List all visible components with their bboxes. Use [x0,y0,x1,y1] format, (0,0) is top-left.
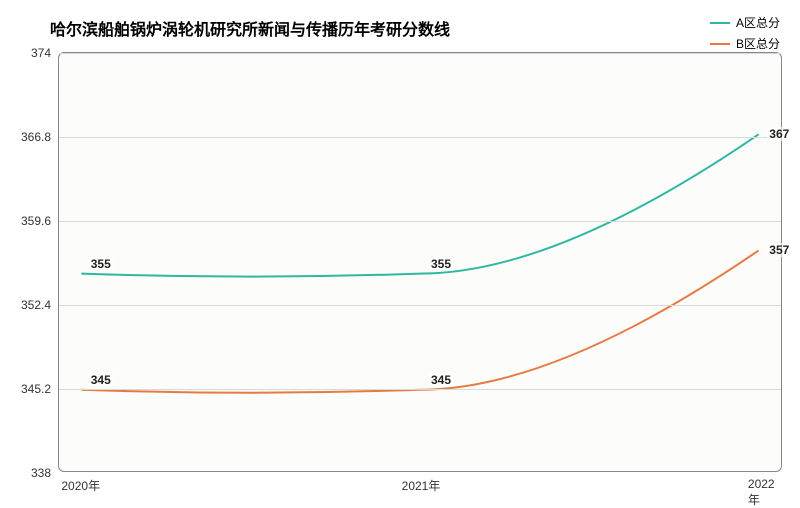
series-line [81,250,758,392]
y-tick-label: 352.4 [21,298,59,312]
gridline [59,221,781,222]
y-tick-label: 345.2 [21,382,59,396]
chart-lines [59,53,781,471]
legend-item: B区总分 [710,35,780,52]
data-label: 345 [89,373,113,387]
data-label: 345 [429,373,453,387]
gridline [59,305,781,306]
x-tick-label: 2020年 [61,471,100,494]
x-tick-label: 2021年 [402,471,441,494]
legend-swatch-b [710,43,730,45]
legend: A区总分 B区总分 [710,14,780,56]
y-tick-label: 359.6 [21,214,59,228]
y-tick-label: 338 [31,466,59,480]
x-tick-label: 2022年 [748,471,775,508]
data-label: 367 [767,127,791,141]
chart-container: 哈尔滨船舶锅炉涡轮机研究所新闻与传播历年考研分数线 A区总分 B区总分 3383… [0,0,800,500]
y-tick-label: 366.8 [21,130,59,144]
data-label: 357 [767,243,791,257]
legend-label-b: B区总分 [736,35,780,52]
legend-swatch-a [710,22,730,24]
legend-label-a: A区总分 [736,14,780,31]
gridline [59,137,781,138]
series-line [81,134,758,276]
data-label: 355 [89,257,113,271]
y-tick-label: 374 [31,46,59,60]
legend-item: A区总分 [710,14,780,31]
gridline [59,53,781,54]
gridline [59,389,781,390]
chart-title: 哈尔滨船舶锅炉涡轮机研究所新闻与传播历年考研分数线 [50,16,450,40]
plot-area: 338345.2352.4359.6366.83742020年2021年2022… [58,52,782,472]
data-label: 355 [429,257,453,271]
